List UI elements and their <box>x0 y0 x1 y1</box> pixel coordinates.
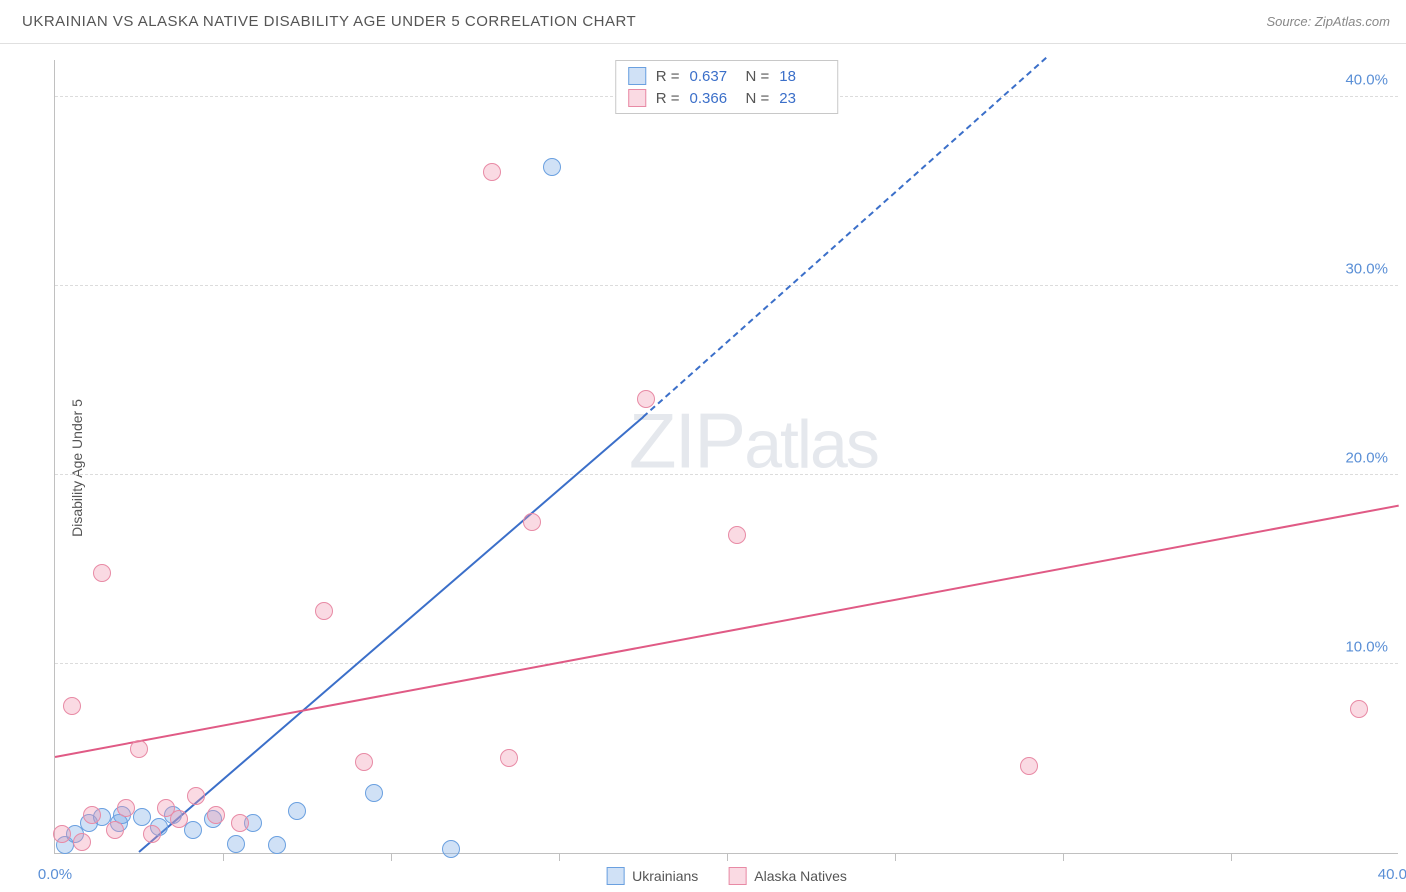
legend-swatch <box>628 67 646 85</box>
n-label: N = <box>746 68 770 85</box>
data-point <box>288 802 306 820</box>
source-prefix: Source: <box>1266 14 1314 29</box>
x-tick-minor <box>1231 853 1232 861</box>
n-value: 18 <box>779 68 825 85</box>
trend-line <box>138 416 643 852</box>
x-tick-minor <box>1063 853 1064 861</box>
watermark-zip: ZIP <box>629 396 744 484</box>
data-point <box>728 526 746 544</box>
stats-row: R = 0.637 N = 18 <box>628 65 826 87</box>
data-point <box>355 753 373 771</box>
gridline <box>55 474 1398 475</box>
data-point <box>637 390 655 408</box>
data-point <box>543 158 561 176</box>
y-tick-label: 10.0% <box>1345 638 1388 655</box>
chart-container: Disability Age Under 5 ZIPatlas R =0.637… <box>0 44 1406 892</box>
data-point <box>315 602 333 620</box>
data-point <box>83 806 101 824</box>
data-point <box>1350 700 1368 718</box>
data-point <box>93 564 111 582</box>
legend-swatch <box>728 867 746 885</box>
r-label: R = <box>656 90 680 107</box>
gridline <box>55 663 1398 664</box>
r-value: 0.637 <box>690 68 736 85</box>
stats-row: R = 0.366 N = 23 <box>628 87 826 109</box>
n-label: N = <box>746 90 770 107</box>
data-point <box>143 825 161 843</box>
data-point <box>365 784 383 802</box>
correlation-stats-box: R = 0.637 N = 18 R = 0.366 N = 23 <box>615 60 839 114</box>
legend-swatch <box>606 867 624 885</box>
plot-area: ZIPatlas R =0.637N =18R =0.366N =23 Ukra… <box>54 60 1398 854</box>
data-point <box>268 836 286 854</box>
gridline <box>55 285 1398 286</box>
n-value: 23 <box>779 90 825 107</box>
legend-label: Alaska Natives <box>754 868 847 884</box>
x-tick-minor <box>559 853 560 861</box>
y-tick-label: 40.0% <box>1345 71 1388 88</box>
r-label: R = <box>656 68 680 85</box>
trend-line <box>55 505 1399 758</box>
x-tick-label: 0.0% <box>38 866 72 883</box>
x-tick-label: 40.0% <box>1378 866 1406 883</box>
watermark-atlas: atlas <box>744 406 878 482</box>
r-value: 0.366 <box>690 90 736 107</box>
data-point <box>187 787 205 805</box>
data-point <box>483 163 501 181</box>
data-point <box>63 697 81 715</box>
x-tick-minor <box>895 853 896 861</box>
chart-title: UKRAINIAN VS ALASKA NATIVE DISABILITY AG… <box>22 13 636 30</box>
data-point <box>227 835 245 853</box>
data-point <box>133 808 151 826</box>
data-point <box>106 821 124 839</box>
chart-header: UKRAINIAN VS ALASKA NATIVE DISABILITY AG… <box>0 0 1406 44</box>
data-point <box>207 806 225 824</box>
data-point <box>231 814 249 832</box>
watermark: ZIPatlas <box>629 395 878 486</box>
data-point <box>117 799 135 817</box>
data-point <box>170 810 188 828</box>
data-point <box>53 825 71 843</box>
y-tick-label: 30.0% <box>1345 260 1388 277</box>
data-point <box>500 749 518 767</box>
y-tick-label: 20.0% <box>1345 449 1388 466</box>
data-point <box>130 740 148 758</box>
legend-label: Ukrainians <box>632 868 698 884</box>
source-attribution: Source: ZipAtlas.com <box>1266 14 1390 29</box>
data-point <box>442 840 460 858</box>
x-tick-minor <box>223 853 224 861</box>
legend-swatch <box>628 89 646 107</box>
data-point <box>1020 757 1038 775</box>
series-legend: Ukrainians Alaska Natives <box>606 867 847 885</box>
legend-item: Alaska Natives <box>728 867 847 885</box>
x-tick-minor <box>391 853 392 861</box>
source-name: ZipAtlas.com <box>1315 14 1390 29</box>
legend-item: Ukrainians <box>606 867 698 885</box>
data-point <box>523 513 541 531</box>
x-tick-minor <box>727 853 728 861</box>
data-point <box>73 833 91 851</box>
